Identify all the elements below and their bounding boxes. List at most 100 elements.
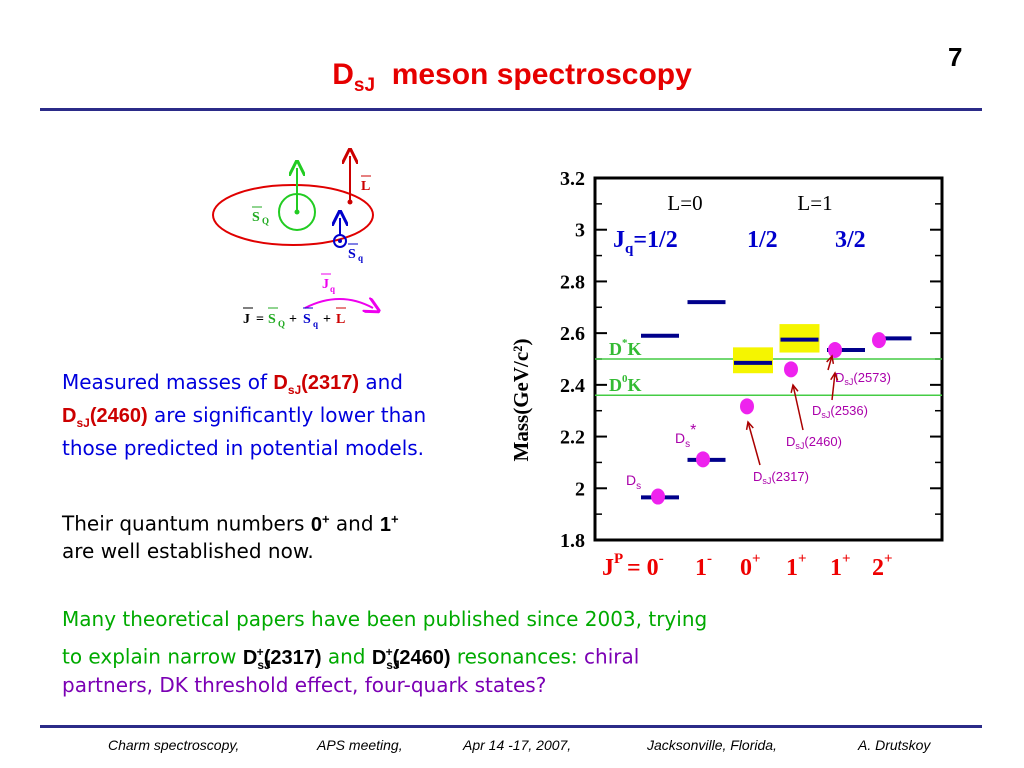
jp-prefix: JP (602, 551, 623, 581)
label-dsj-(2460): DsJ(2460) (786, 434, 842, 451)
label-arrow (747, 421, 761, 466)
eq-plus1: + (289, 312, 297, 327)
eq-s: S (268, 312, 276, 327)
p3-c: and (321, 644, 372, 669)
p3-d2-sup: + (385, 645, 393, 659)
measured-point (784, 361, 798, 378)
jp-label: 0+ (740, 551, 761, 581)
footer-date: Apr 14 -17, 2007, (463, 737, 572, 753)
title-d: D (332, 58, 354, 91)
label-arrowhead (790, 383, 799, 393)
label-dsj-(2317): DsJ(2317) (753, 469, 809, 486)
p1-b: and (358, 370, 403, 394)
jp-label: 1- (695, 551, 712, 581)
quantum-text-line1: Their quantum numbers 0+ and 1+ (62, 502, 399, 542)
label-ds-star: Ds* (675, 422, 696, 450)
label-jq-sub: q (330, 284, 335, 294)
p1-d2-val: (2460) (89, 405, 148, 427)
measured-text-line2: DsJ(2460) are significantly lower than (62, 399, 426, 440)
eq-q: Q (278, 319, 285, 329)
p1-d2-sub: sJ (76, 416, 90, 430)
theory-text-line1: Many theoretical papers have been publis… (62, 607, 708, 631)
footer-author: A. Drutskoy (858, 737, 931, 753)
label-arrow (827, 355, 833, 371)
label-sq-light-sub: q (358, 253, 363, 263)
measured-point (740, 398, 754, 415)
threshold-label-D*K: D*K (609, 337, 642, 359)
p2-v1: 0 (310, 513, 322, 536)
top-divider (40, 108, 982, 111)
footer-topic: Charm spectroscopy, (108, 737, 240, 753)
p3-d1-sub: sJ (257, 657, 271, 672)
eq-j: J (243, 312, 250, 327)
jq-value-2: 1/2 (747, 227, 778, 253)
spin-diagram: L S Q S q J q J = S Q + S q + L (212, 140, 395, 329)
p2-v2-sup: + (391, 511, 399, 526)
y-tick-label: 3 (575, 220, 585, 242)
eq-equals: = (256, 312, 264, 327)
label-sq: S (252, 210, 260, 225)
p2-v2: 1 (379, 513, 392, 536)
measured-point (872, 332, 886, 349)
uncertainty-band (733, 347, 773, 374)
measured-point (828, 341, 842, 358)
p1-a: Measured masses of (62, 370, 274, 394)
jp-label: = 0- (627, 551, 664, 581)
eq-s-light: S (303, 312, 311, 327)
slide-number: 7 (948, 42, 963, 72)
eq-l: L (336, 312, 345, 327)
label-arrow (831, 372, 836, 401)
eq-q-light: q (313, 319, 318, 329)
label-sq-light: S (348, 247, 356, 262)
threshold-label-D0K: D0K (609, 373, 642, 395)
p1-c: are significantly lower than (147, 403, 427, 427)
jq-arc (304, 299, 373, 308)
label-jq: J (322, 277, 329, 292)
title-rest: meson spectroscopy (391, 58, 692, 91)
label-ds: Ds (626, 472, 641, 492)
header-l1: L=1 (797, 191, 832, 215)
p3-b: to explain narrow (62, 644, 243, 669)
footer-place: Jacksonville, Florida, (647, 737, 777, 753)
jq-label: Jq=1/2 (613, 227, 678, 257)
header-l0: L=0 (667, 191, 702, 215)
p3-d1-val: (2317) (263, 646, 322, 669)
p2-v1-sup: + (321, 511, 330, 526)
measured-point (651, 488, 665, 505)
p3-d2-sub: sJ (386, 657, 400, 672)
p3-e: chiral (584, 644, 640, 669)
label-dsj-(2536): DsJ(2536) (812, 403, 868, 420)
p3-d2-val: (2460) (392, 646, 451, 669)
label-dsj-(2573): DsJ(2573) (835, 370, 891, 387)
p1-d1-sub: sJ (287, 383, 302, 397)
eq-plus2: + (323, 312, 331, 327)
quantum-text-line2: are well established now. (62, 539, 314, 563)
p2-a: Their quantum numbers (62, 511, 311, 536)
footer-meeting: APS meeting, (317, 737, 403, 753)
mass-spectrum-chart: Mass(GeV/c²) 3.2 3 2.8 2.6 2.4 2.2 2 1.8 L=0 L=1 J… (510, 168, 944, 581)
p3-d1: D (242, 646, 258, 669)
theory-text-line3: partners, DK threshold effect, four-quar… (62, 673, 547, 697)
orbit-ellipse (212, 184, 374, 246)
y-tick-label: 2.2 (560, 427, 585, 449)
footer: Charm spectroscopy, APS meeting, Apr 14 … (0, 737, 1024, 757)
p1-d1: D (273, 372, 288, 394)
y-tick-label: 1.8 (560, 530, 585, 552)
measured-text-line1: Measured masses of DsJ(2317) and (62, 366, 403, 407)
y-tick-label: 2 (575, 478, 585, 500)
y-tick-label: 2.8 (560, 271, 585, 293)
label-arrow (792, 384, 804, 431)
label-arrowhead (826, 354, 835, 365)
jp-label: 2+ (872, 551, 893, 581)
jp-label: 1+ (830, 551, 851, 581)
bottom-divider (40, 725, 982, 728)
theory-text-line2: to explain narrow DsJ+(2317) and DsJ+(24… (62, 636, 639, 682)
y-axis-label: Mass(GeV/c²) (510, 339, 533, 462)
measured-text-line3: those predicted in potential models. (62, 436, 425, 460)
p1-d1-val: (2317) (301, 372, 359, 394)
label-sq-sub: Q (262, 216, 269, 226)
jp-label: 1+ (786, 551, 807, 581)
y-tick-label: 3.2 (560, 168, 585, 190)
p1-d2: D (62, 405, 77, 427)
y-tick-label: 2.4 (560, 375, 585, 397)
